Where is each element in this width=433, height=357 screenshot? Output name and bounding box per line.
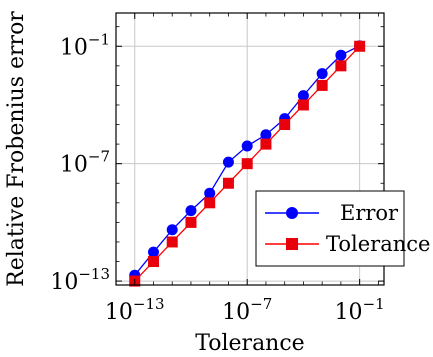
series-error-point [185,205,197,217]
ticks [115,13,384,285]
plot-frame [115,12,385,286]
tick-labels: 10−13 10−7 10−1 10−13 10−7 10−1 [50,30,384,325]
series-error-point [166,224,178,236]
series-error-point [222,156,234,168]
series-error-point [316,68,328,80]
x-tick-label: 10−1 [335,295,385,325]
legend-tolerance-marker [286,238,298,250]
series-tolerance-point [354,40,366,52]
series-error-point [241,140,253,152]
series-tolerance-point [166,236,178,248]
y-tick-label: 10−13 [50,265,110,295]
series-error-point [260,129,272,141]
series-tolerance-point [316,79,328,91]
series-tolerance-point [335,60,347,72]
x-tick-label: 10−7 [222,295,272,325]
series-error-point [204,187,216,199]
y-axis-label: Relative Frobenius error [4,11,29,287]
legend-box [255,190,405,267]
y-tick-label: 10−7 [60,148,110,178]
legend-error-marker [286,207,298,219]
series-tolerance-point [222,177,234,189]
series-tolerance-point [279,119,291,131]
legend-tolerance-label: Tolerance [326,232,430,256]
series-error-point [335,49,347,61]
series-layer [129,40,366,287]
series-tolerance-point [260,138,272,150]
legend: Error Tolerance [255,190,430,267]
series-tolerance-point [147,256,159,268]
series-tolerance-point [297,99,309,111]
series-tolerance-point [241,158,253,170]
x-axis-label: Tolerance [195,331,304,356]
series-tolerance-point [185,216,197,228]
y-tick-label: 10−1 [60,30,110,60]
series-error-point [297,90,309,102]
series-tolerance-point [204,197,216,209]
legend-error-label: Error [340,201,399,225]
series-error-point [147,246,159,258]
x-tick-label: 10−13 [105,295,165,325]
